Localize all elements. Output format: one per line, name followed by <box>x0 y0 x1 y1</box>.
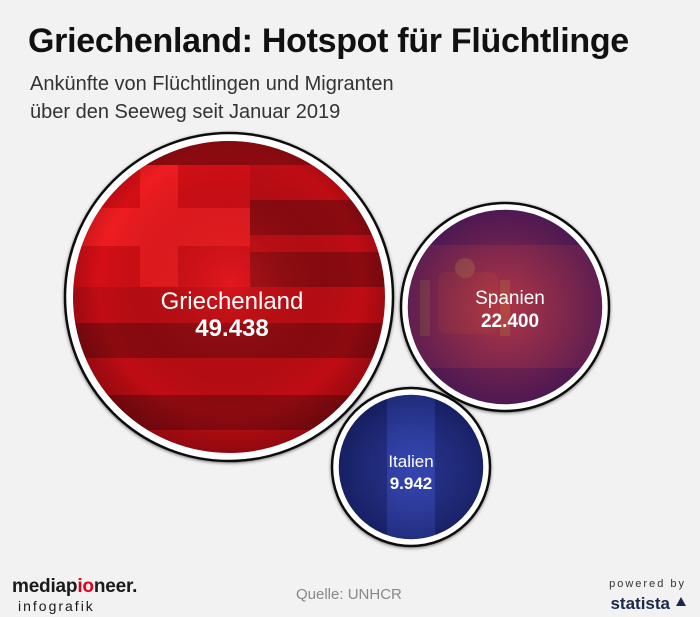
value-italien: 9.942 <box>390 474 433 493</box>
subtitle-line-1: Ankünfte von Flüchtlingen und Migranten <box>30 73 394 95</box>
mediapioneer-logo: mediapioneer. <box>12 576 137 598</box>
brand-sub: infografik <box>18 598 95 614</box>
value-griechenland: 49.438 <box>195 315 268 342</box>
label-spanien: Spanien <box>475 288 545 309</box>
subtitle-line-2: über den Seeweg seit Januar 2019 <box>30 101 341 123</box>
label-griechenland: Griechenland <box>161 288 304 315</box>
statista-icon <box>676 597 686 606</box>
chart-title: Griechenland: Hotspot für Flüchtlinge <box>28 22 629 60</box>
label-italien: Italien <box>388 452 433 471</box>
source-note: Quelle: UNHCR <box>296 586 402 603</box>
bubble-italien <box>330 386 492 548</box>
statista-logo: statista <box>610 594 670 613</box>
brand-accent: io <box>77 576 94 597</box>
bubble-spanien <box>399 201 611 413</box>
chart-subtitle: Ankünfte von Flüchtlingen und Migranten … <box>30 70 394 126</box>
value-spanien: 22.400 <box>481 311 539 332</box>
powered-by: powered by <box>609 578 686 590</box>
brand-left: mediap <box>12 576 78 597</box>
brand-right: neer. <box>93 576 138 597</box>
